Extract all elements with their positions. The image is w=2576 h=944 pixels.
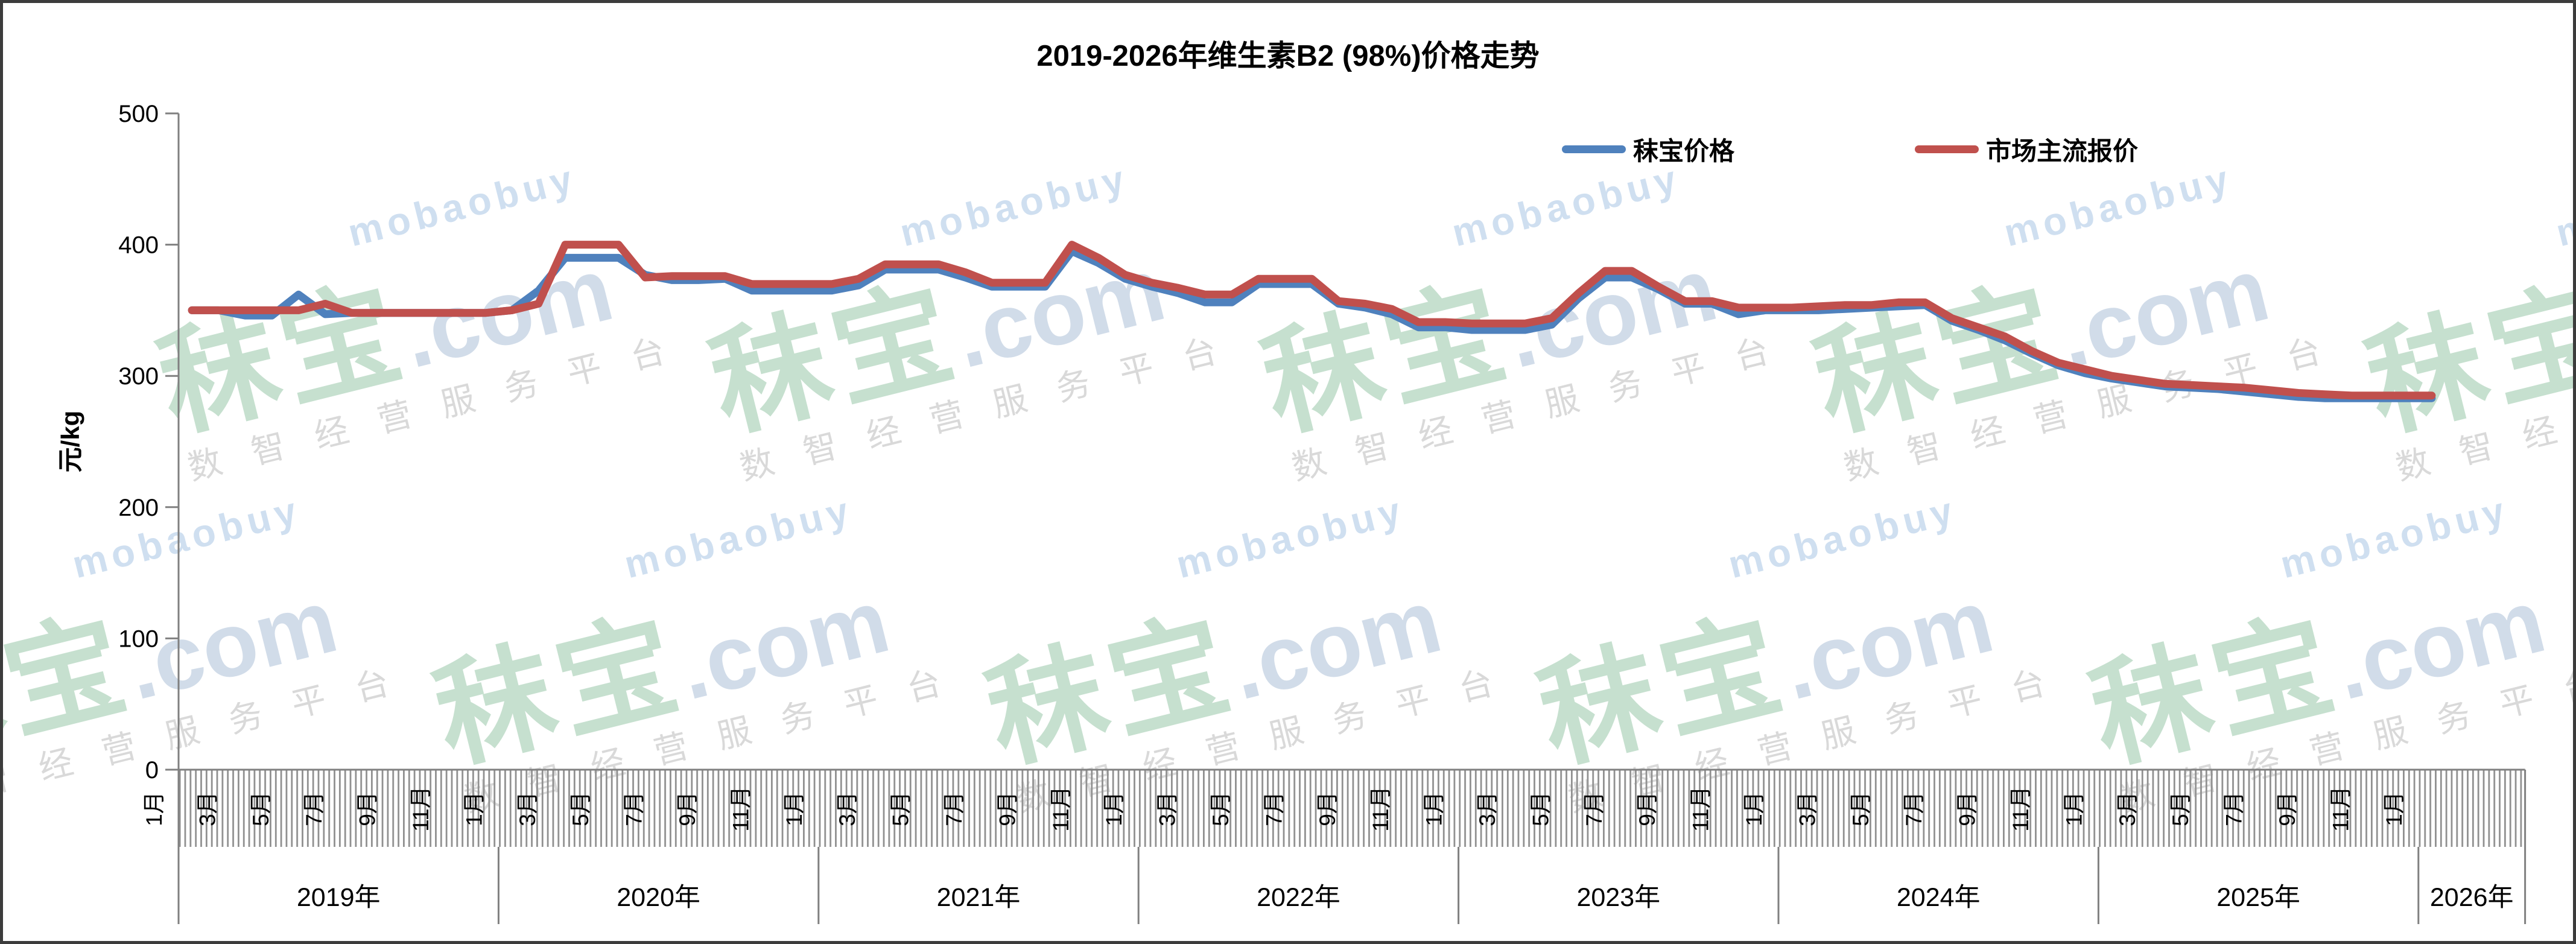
y-tick-label: 500: [118, 101, 159, 127]
price-trend-chart: 0 100 200 300 400 500 1月 3月 5月 7月 9月 11月 2019年 1月 3月 5月…: [118, 101, 2527, 924]
x-month-label: 7月: [1582, 791, 1607, 826]
series-line-mobao-price: [188, 247, 2436, 402]
x-month-label: 11月: [2008, 786, 2033, 831]
y-tick-label: 100: [118, 626, 159, 652]
x-month-label: 1月: [1742, 791, 1766, 826]
x-month-label: 7月: [1261, 791, 1286, 826]
x-month-label: 11月: [1689, 786, 1713, 831]
y-tick-label: 400: [118, 232, 159, 259]
x-month-label: 9月: [1955, 791, 1980, 826]
x-month-label: 5月: [1848, 791, 1873, 826]
x-year-label: 2023年: [1576, 883, 1660, 912]
x-month-label: 5月: [889, 791, 913, 826]
legend-line-blue-icon: [1562, 145, 1626, 153]
x-year-label: 2026年: [2430, 883, 2514, 912]
chart-title: 2019-2026年维生素B2 (98%)价格走势: [1036, 40, 1540, 72]
legend-item-market-price: 市场主流报价: [1915, 135, 2138, 165]
x-month-label: 9月: [675, 791, 700, 826]
x-month-label: 3月: [515, 791, 540, 826]
x-month-label: 11月: [408, 786, 433, 831]
x-month-label: 5月: [1528, 791, 1553, 826]
x-year-label: 2024年: [1897, 883, 1981, 912]
legend-line-red-icon: [1915, 145, 1979, 153]
x-month-label: 3月: [1155, 791, 1180, 826]
y-tick-label: 300: [118, 363, 159, 390]
x-month-label: 1月: [2061, 791, 2086, 826]
x-month-label: 7月: [1902, 791, 1926, 826]
x-month-label: 9月: [995, 791, 1020, 826]
x-axis-tick-band: [179, 770, 2525, 847]
x-month-label: 7月: [622, 791, 647, 826]
y-tick-label: 0: [145, 757, 159, 784]
x-month-label: 3月: [1475, 791, 1500, 826]
legend-label: 市场主流报价: [1986, 136, 2139, 165]
x-month-label: 3月: [2115, 791, 2140, 826]
x-month-label: 3月: [835, 791, 860, 826]
series-line-market-price: [188, 241, 2436, 400]
x-month-label: 11月: [2328, 786, 2353, 831]
x-month-label: 1月: [462, 791, 486, 826]
x-month-label: 5月: [568, 791, 593, 826]
x-month-label: 5月: [1208, 791, 1233, 826]
x-month-label: 11月: [728, 786, 753, 831]
legend-item-mobao-price: 秣宝价格: [1562, 135, 1734, 165]
x-year-label: 2025年: [2216, 883, 2300, 912]
x-month-label: 3月: [195, 791, 220, 826]
x-month-label: 1月: [142, 791, 167, 826]
x-month-label: 7月: [302, 791, 326, 826]
x-month-label: 1月: [1422, 791, 1447, 826]
x-month-label: 5月: [2168, 791, 2193, 826]
x-year-label: 2022年: [1257, 883, 1340, 912]
x-month-label: 7月: [942, 791, 966, 826]
y-tick-label: 200: [118, 495, 159, 521]
x-month-label: 1月: [2382, 791, 2406, 826]
x-year-label: 2021年: [937, 883, 1021, 912]
x-month-label: 1月: [1102, 791, 1126, 826]
legend-label: 秣宝价格: [1633, 136, 1735, 165]
x-month-label: 9月: [1635, 791, 1660, 826]
x-month-label: 11月: [1048, 786, 1073, 831]
x-month-label: 9月: [2275, 791, 2300, 826]
x-month-label: 3月: [1795, 791, 1819, 826]
x-month-label: 9月: [355, 791, 380, 826]
x-month-label: 9月: [1315, 791, 1340, 826]
x-month-label: 7月: [2222, 791, 2247, 826]
x-month-label: 5月: [249, 791, 273, 826]
x-month-label: 1月: [782, 791, 807, 826]
x-year-label: 2019年: [297, 883, 381, 912]
x-month-label: 11月: [1368, 786, 1393, 831]
x-year-label: 2020年: [617, 883, 700, 912]
